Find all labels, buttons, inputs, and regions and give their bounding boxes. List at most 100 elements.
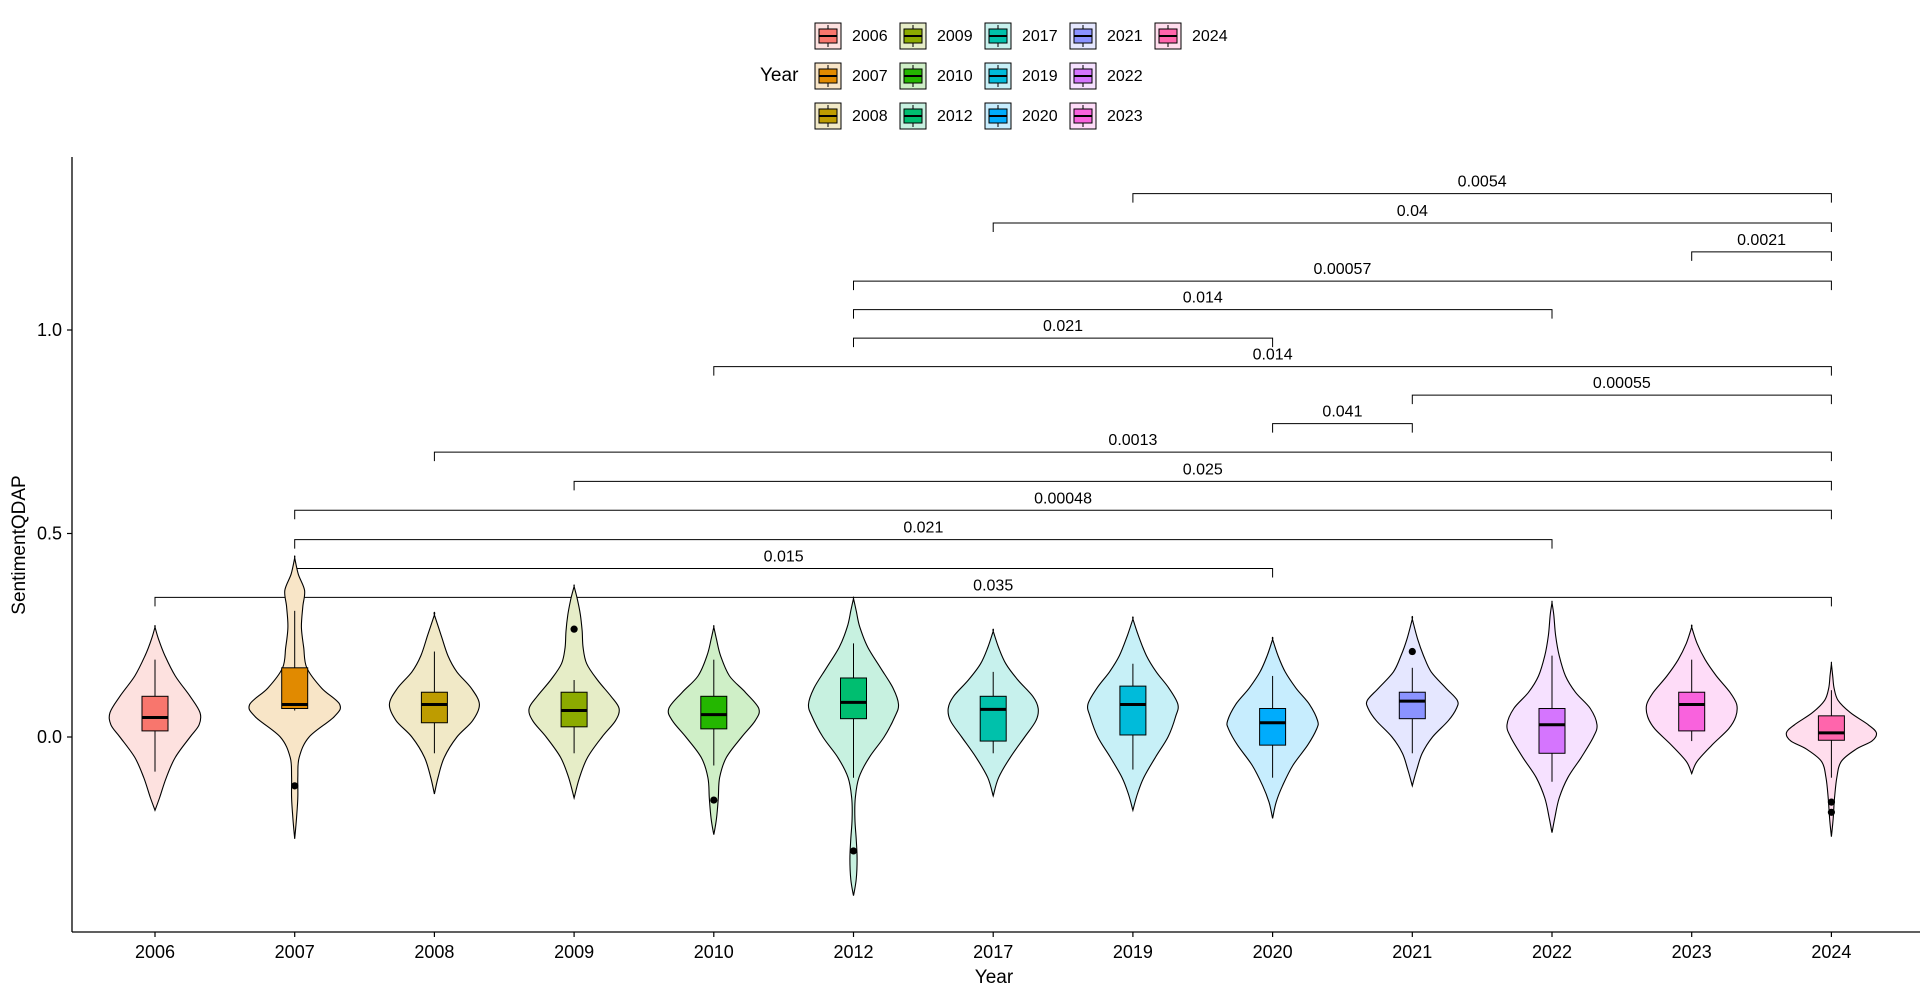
comparison-bracket: 0.014 [853,290,1553,319]
comparison-bracket: 0.025 [573,461,1832,491]
legend-label: 2023 [1107,108,1143,125]
violins [108,555,1878,896]
violin-2021 [1365,615,1459,788]
y-tick-label: 1.0 [37,320,62,340]
comparison-bracket: 0.0054 [1132,174,1832,203]
p-value-label: 0.0013 [1108,432,1157,449]
comparison-bracket: 0.00055 [1411,375,1832,405]
violin-2006 [108,625,202,812]
comparison-bracket: 0.021 [853,318,1274,348]
bracket-line [433,451,1832,462]
legend-label: 2006 [852,28,888,45]
violin-2017 [947,628,1039,798]
violin-2020 [1226,636,1319,819]
outlier-point [710,796,718,804]
p-value-label: 0.00048 [1034,490,1092,507]
legend-label: 2010 [937,68,973,85]
legend-item-2021: 2021 [1069,22,1143,50]
outlier-point [849,847,858,855]
box [1678,691,1706,732]
violin-2019 [1087,616,1179,813]
y-tick-label: 0.5 [37,524,62,544]
p-value-label: 0.015 [764,549,804,566]
legend-label: 2021 [1107,28,1143,45]
legend-label: 2012 [937,108,973,125]
legend-item-2020: 2020 [984,102,1058,130]
violin-2010 [667,625,760,835]
legend-item-2022: 2022 [1069,62,1143,90]
box [141,695,169,732]
bracket-line [992,222,1832,232]
x-tick-label: 2008 [414,942,454,962]
bracket-line [1411,394,1832,405]
outlier-point [570,625,578,633]
comparison-bracket: 0.00048 [294,490,1832,520]
x-axis-title: Year [975,967,1014,988]
comparison-bracket: 0.015 [294,549,1274,578]
bracket-line [1272,423,1413,433]
violin-2012 [807,596,900,896]
bracket-line [154,596,1832,607]
outlier-point [1827,808,1835,816]
x-tick-label: 2012 [833,942,873,962]
p-value-label: 0.021 [903,520,943,537]
p-value-label: 0.00055 [1593,375,1651,392]
legend: Year 2006 2007 2008 2009 2010 2012 2017 2019 202… [760,22,1228,130]
p-value-label: 0.041 [1322,404,1362,421]
legend-label: 2019 [1022,68,1058,85]
p-value-label: 0.00057 [1314,261,1372,278]
bracket-line [294,509,1832,520]
bracket-line [713,366,1832,376]
x-tick-label: 2021 [1392,942,1432,962]
p-value-label: 0.0054 [1458,174,1507,191]
p-value-label: 0.014 [1183,290,1223,307]
y-tick-label: 0.0 [37,727,62,747]
x-tick-label: 2007 [275,942,315,962]
comparison-bracket: 0.014 [713,347,1832,376]
legend-label: 2009 [937,28,973,45]
violin-2023 [1645,624,1738,775]
violin-2024 [1785,661,1878,837]
box [281,667,309,710]
outlier-point [1827,798,1835,806]
x-tick-label: 2023 [1672,942,1712,962]
bracket-line [1132,193,1832,203]
box [979,695,1007,742]
box [1259,708,1287,746]
box [840,677,867,720]
bracket-line [853,309,1553,319]
comparison-bracket: 0.035 [154,577,1832,607]
legend-label: 2017 [1022,28,1058,45]
y-axis-title: SentimentQDAP [9,475,30,614]
legend-label: 2022 [1107,68,1143,85]
bracket-line [853,280,1832,291]
bracket-line [294,568,1274,578]
bracket-line [1691,251,1832,261]
legend-item-2017: 2017 [984,22,1058,50]
bracket-line [853,337,1274,348]
legend-item-2019: 2019 [984,62,1058,90]
x-tick-label: 2019 [1113,942,1153,962]
legend-item-2009: 2009 [899,22,973,50]
comparison-bracket: 0.04 [992,203,1832,232]
axes: Year SentimentQDAP 0.0 0.5 1.0 2006 2007 2008… [9,157,1920,988]
p-value-label: 0.035 [973,577,1013,594]
legend-item-2007: 2007 [814,62,888,90]
legend-item-2012: 2012 [899,102,973,130]
violin-2008 [388,611,480,795]
legend-item-2024: 2024 [1154,22,1228,50]
violin-2007 [248,555,342,839]
p-value-label: 0.0021 [1737,232,1786,249]
legend-label: 2007 [852,68,888,85]
outlier-point [1408,647,1416,656]
legend-item-2023: 2023 [1069,102,1143,130]
comparison-bracket: 0.021 [294,520,1553,549]
box [1538,708,1566,754]
legend-item-2010: 2010 [899,62,973,90]
bracket-line [294,539,1553,549]
violin-2022 [1506,600,1598,833]
legend-title: Year [760,65,799,86]
violin-2009 [528,584,620,801]
x-tick-label: 2006 [135,942,175,962]
